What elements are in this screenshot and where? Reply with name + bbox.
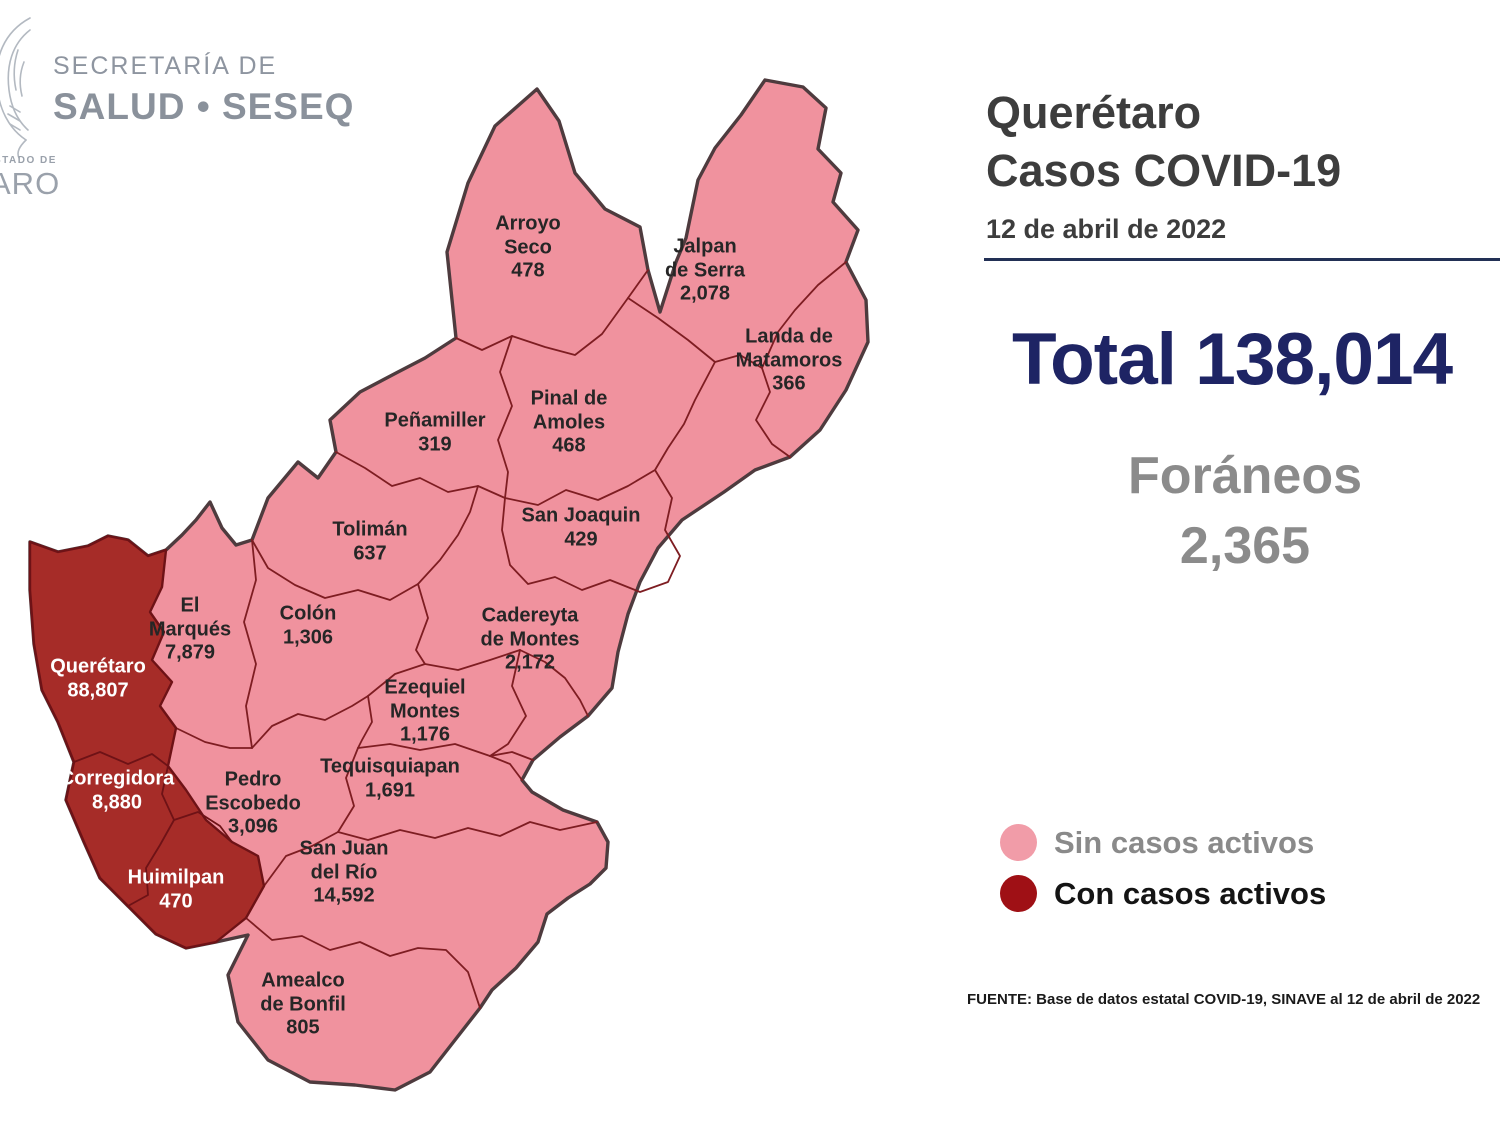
title-line-2: Casos COVID-19 (986, 145, 1342, 196)
logo-secretaria-text: SECRETARÍA DE (53, 52, 278, 80)
source-note: FUENTE: Base de datos estatal COVID-19, … (967, 991, 1481, 1008)
active-region-borders (73, 751, 233, 907)
legend-dot-pink (1000, 824, 1037, 861)
foraneos-block: Foráneos 2,365 (1030, 450, 1460, 572)
legend-label-sin-casos: Sin casos activos (1054, 824, 1315, 860)
coat-of-arms-icon (0, 17, 31, 159)
total-label: Total (1012, 319, 1177, 400)
title-line-1: Querétaro (986, 87, 1202, 138)
map-region-active-cases (28, 534, 266, 950)
logo-salud-text: SALUD • SESEQ (53, 86, 355, 127)
foraneos-value: 2,365 (1179, 517, 1311, 575)
logo-fragment-large: ARO (0, 166, 61, 201)
legend-item-con-casos: Con casos activos (1000, 875, 1326, 912)
total-value: 138,014 (1195, 319, 1453, 400)
legend-label-con-casos: Con casos activos (1054, 875, 1327, 911)
municipal-borders (175, 261, 847, 1009)
queretaro-state-map (28, 78, 870, 1092)
report-date: 12 de abril de 2022 (986, 214, 1227, 244)
total-cases: Total 138,014 (1012, 318, 1453, 401)
page-title: Querétaro Casos COVID-19 (986, 84, 1341, 200)
legend-dot-darkred (1000, 875, 1037, 912)
legend-item-sin-casos: Sin casos activos (1000, 824, 1314, 861)
logo-fragment-small: STADO DE (0, 155, 57, 166)
foraneos-label: Foráneos (1127, 447, 1363, 505)
header-divider (984, 258, 1500, 261)
